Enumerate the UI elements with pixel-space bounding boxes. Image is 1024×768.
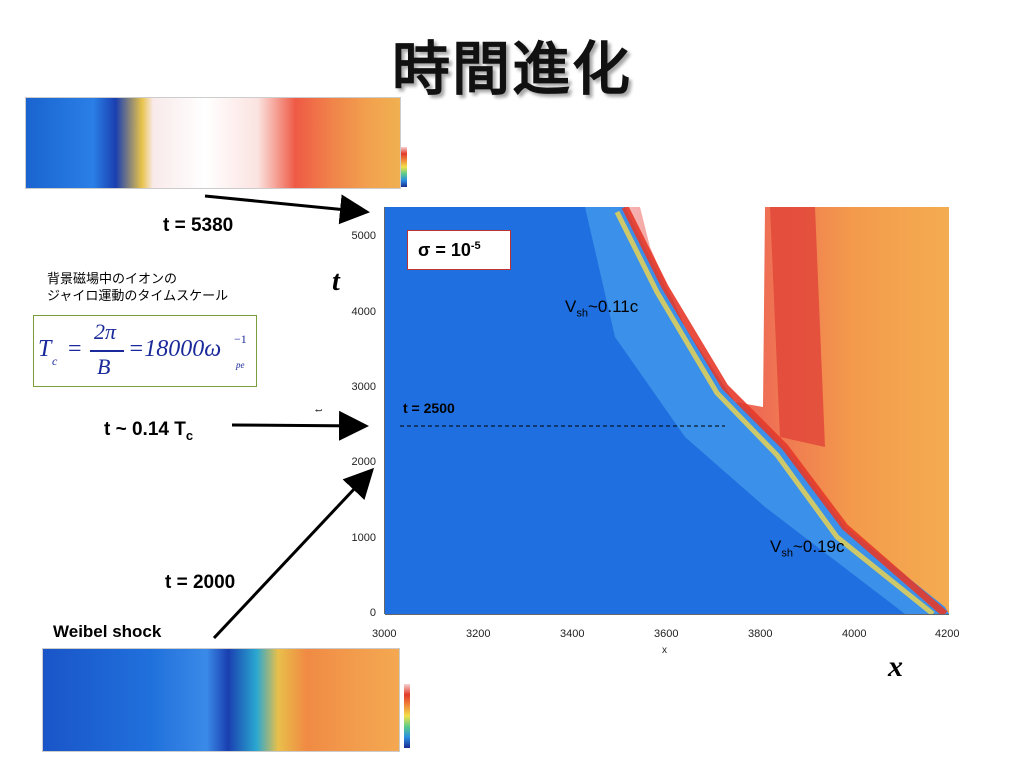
formula-sub: pe (236, 360, 245, 370)
white-cavity (640, 207, 765, 407)
sigma-exponent: -5 (470, 240, 481, 252)
formula-box: T c = 2π B =18000ω −1 pe (33, 315, 257, 387)
label-t014-sub: c (185, 427, 194, 443)
x-axis-small-label: x (662, 645, 667, 656)
formula-fraction-bar (90, 350, 124, 352)
x-tick-3800: 3800 (748, 628, 773, 640)
x-axis-line (385, 614, 949, 615)
japanese-note-line2: ジャイロ運動のタイムスケール (47, 289, 229, 304)
label-t014: t ~ 0.14 Tc (104, 419, 193, 443)
sigma-box: σ = 10-5 (407, 230, 511, 270)
arrow-2000 (212, 467, 375, 640)
formula-lhs: T (38, 336, 52, 362)
top-snapshot (25, 97, 401, 189)
shock-front (621, 207, 948, 614)
formula-den: B (97, 354, 111, 379)
japanese-note-line1: 背景磁場中のイオンの (47, 272, 178, 287)
y-axis-letter: t (332, 266, 340, 297)
label-t014-text: t ~ 0.14 T (104, 419, 186, 440)
label-weibel: Weibel shock (53, 622, 162, 641)
top-snapshot-colorbar (401, 147, 407, 187)
arrow-5380 (204, 194, 370, 225)
x-tick-3600: 3600 (654, 628, 679, 640)
x-tick-4200: 4200 (935, 628, 960, 640)
vsh2-sub: sh (781, 547, 793, 560)
x-tick-3200: 3200 (466, 628, 491, 640)
formula-lhs-sub: c (52, 354, 58, 368)
sigma-prefix: σ = 10 (418, 240, 471, 260)
vsh1-sub: sh (576, 307, 588, 320)
x-tick-4000: 4000 (842, 628, 867, 640)
main-plot-area (385, 207, 949, 614)
formula-num: 2π (94, 319, 117, 344)
y-axis-small-label: t (313, 409, 325, 412)
y-tick-0: 0 (369, 607, 376, 619)
slide-title: 時間進化 (391, 35, 632, 103)
vsh2-base: V (770, 537, 782, 556)
y-tick-3000: 3000 (351, 381, 376, 393)
x-axis-letter: x (888, 650, 903, 683)
red-strip (770, 207, 825, 447)
formula-exp: −1 (234, 332, 247, 346)
vsh2-label: Vsh~0.19c (770, 537, 844, 559)
y-tick-5000: 5000 (351, 230, 376, 242)
x-tick-3400: 3400 (560, 628, 585, 640)
shock-front-yellow (614, 210, 935, 614)
label-t2000: t = 2000 (165, 572, 236, 593)
formula-eq: = (68, 336, 82, 362)
vsh1-label: Vsh~0.11c (565, 297, 638, 319)
arrow-014 (231, 410, 369, 441)
bottom-snapshot-colorbar (404, 684, 410, 748)
vsh1-base: V (565, 297, 577, 316)
y-tick-1000: 1000 (351, 532, 376, 544)
t2500-label: t = 2500 (403, 400, 455, 416)
y-tick-4000: 4000 (351, 306, 376, 318)
y-axis-line (384, 207, 385, 614)
bottom-snapshot (42, 648, 400, 752)
vsh2-val: ~0.19c (792, 537, 845, 556)
vsh1-val: ~0.11c (587, 297, 639, 316)
sigma-text: σ = 10-5 (418, 240, 481, 261)
label-t5380: t = 5380 (163, 215, 234, 236)
formula-value: =18000ω (128, 336, 222, 362)
x-tick-3000: 3000 (372, 628, 397, 640)
y-tick-2000: 2000 (351, 456, 376, 468)
